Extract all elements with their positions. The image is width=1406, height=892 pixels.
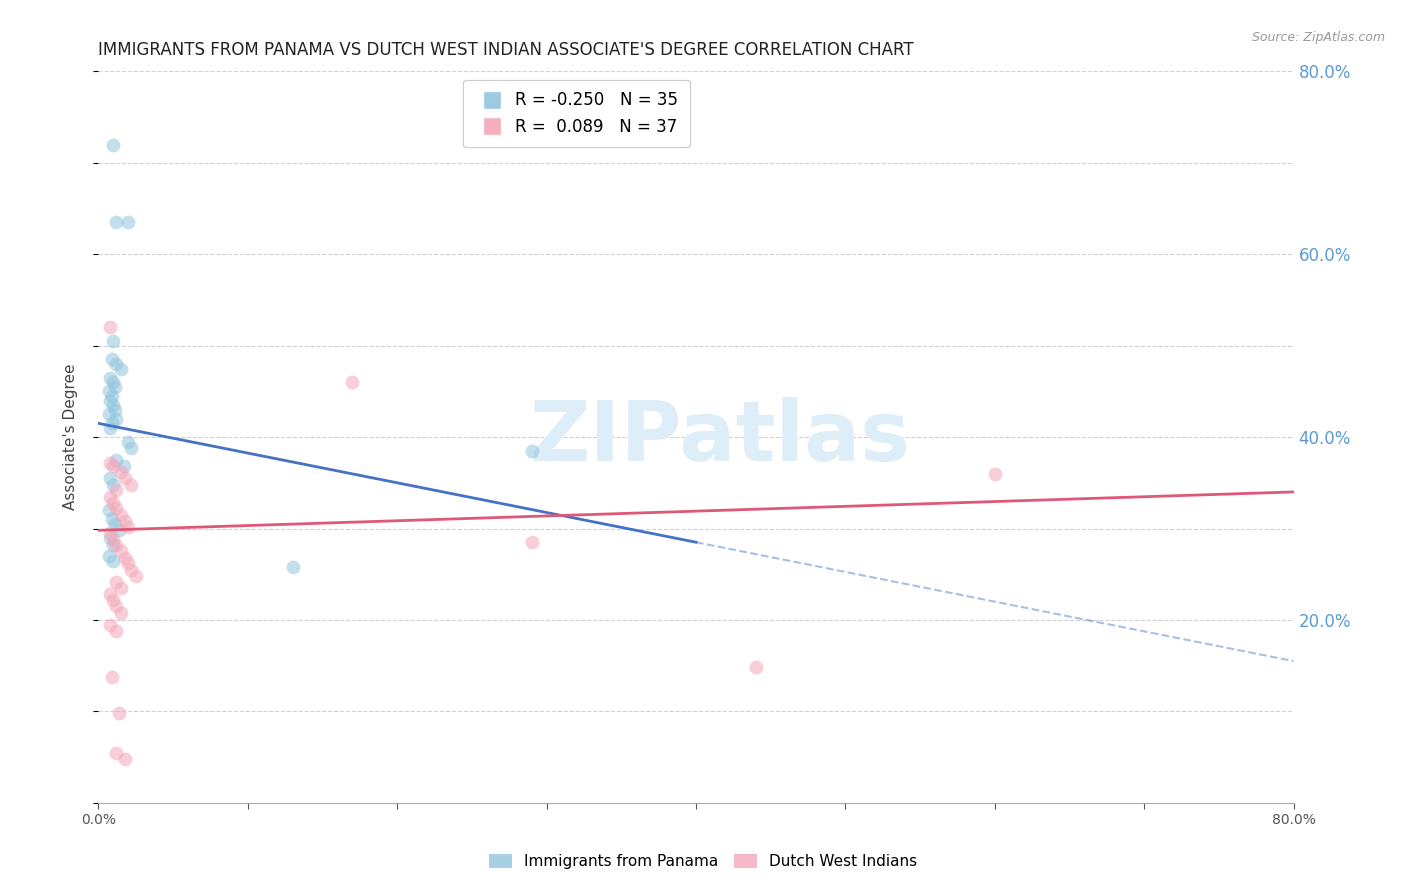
Point [98,370,122,384]
Point [103,533,125,547]
Point [101,512,124,526]
Point [984,467,1007,481]
Point [97,549,120,563]
Point [120,441,142,455]
Legend: Immigrants from Panama, Dutch West Indians: Immigrants from Panama, Dutch West India… [482,848,924,875]
Point [98,617,122,632]
Point [110,581,132,595]
Point [103,459,125,474]
Point [520,443,543,458]
Point [117,215,139,229]
Point [103,553,125,567]
Point [108,706,131,721]
Point [98,531,122,545]
Point [105,746,128,760]
Point [98,471,122,485]
Point [98,456,122,470]
Point [103,496,125,510]
Point [105,501,128,516]
Point [120,477,142,491]
Legend: R = -0.250   N = 35, R =  0.089   N = 37: R = -0.250 N = 35, R = 0.089 N = 37 [464,79,689,147]
Point [105,453,128,467]
Point [98,490,122,504]
Point [103,592,125,607]
Point [342,375,364,389]
Point [103,398,125,412]
Point [520,535,543,549]
Point [101,352,124,367]
Point [114,550,136,565]
Point [105,412,128,426]
Text: IMMIGRANTS FROM PANAMA VS DUTCH WEST INDIAN ASSOCIATE'S DEGREE CORRELATION CHART: IMMIGRANTS FROM PANAMA VS DUTCH WEST IND… [98,41,914,59]
Text: ZIPatlas: ZIPatlas [530,397,910,477]
Point [105,215,128,229]
Point [120,563,142,577]
Point [103,334,125,348]
Point [105,624,128,638]
Point [105,599,128,614]
Point [108,524,131,538]
Point [110,465,132,479]
Point [105,483,128,497]
Point [103,375,125,389]
Point [114,514,136,528]
Point [105,357,128,371]
Point [117,434,139,449]
Point [101,670,124,684]
Point [114,471,136,485]
Point [110,508,132,522]
Point [104,516,127,531]
Point [117,519,139,533]
Point [281,560,304,574]
Point [103,477,125,491]
Point [104,380,127,394]
Point [98,320,122,334]
Point [98,421,122,435]
Point [117,556,139,570]
Text: Source: ZipAtlas.com: Source: ZipAtlas.com [1251,31,1385,45]
Point [745,660,768,674]
Point [101,417,124,431]
Point [103,538,125,552]
Point [97,407,120,421]
Y-axis label: Associate's Degree: Associate's Degree [63,364,77,510]
Point [98,393,122,408]
Point [110,544,132,558]
Point [103,137,125,152]
Point [105,574,128,589]
Point [101,389,124,403]
Point [110,361,132,376]
Point [125,569,148,583]
Point [98,587,122,601]
Point [98,526,122,541]
Point [97,384,120,399]
Point [110,606,132,620]
Point [104,402,127,417]
Point [97,503,120,517]
Point [105,538,128,552]
Point [112,459,135,474]
Point [114,752,136,766]
